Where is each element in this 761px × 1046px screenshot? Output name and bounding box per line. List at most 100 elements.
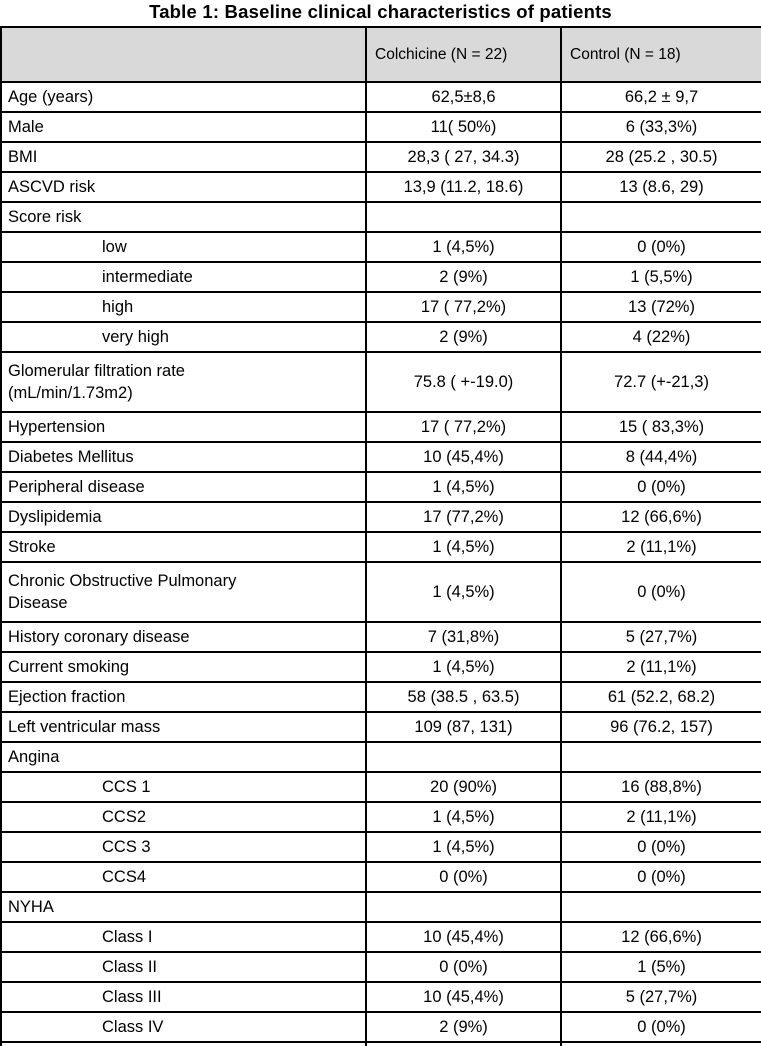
row-label: History coronary disease [0,621,367,653]
table-row: Class III 10 (45,4%) 5 (27,7%) [0,981,761,1013]
row-label: Diabetes Mellitus [0,441,367,473]
value-cell: 0 (0%) [560,861,761,893]
value-cell: 10 (45,4%) [365,981,562,1013]
table-row: Male 11( 50%) 6 (33,3%) [0,111,761,143]
row-label: Glomerular filtration rate (mL/min/1.73m… [0,351,367,413]
value-cell: 2 (9%) [365,321,562,353]
value-cell [560,741,761,773]
row-label-indented: CCS 1 [0,771,367,803]
value-cell: 61 (52.2, 68.2) [560,681,761,713]
value-cell: 1 (5,5%) [560,261,761,293]
value-cell: 17 (77,2%) [365,501,562,533]
table-row: high 17 ( 77,2%) 13 (72%) [0,291,761,323]
value-cell [365,741,562,773]
row-label: Left ventricular mass [0,711,367,743]
table-row: CCS4 0 (0%) 0 (0%) [0,861,761,893]
value-cell: 6 (33,3%) [560,111,761,143]
value-cell [560,891,761,923]
table-header-row: Colchicine (N = 22) Control (N = 18) [0,26,761,83]
value-cell: 0 (0%) [365,951,562,983]
value-cell: 1 (4,5%) [365,801,562,833]
row-label-indented: Class II [0,951,367,983]
table-row: Class IV 2 (9%) 0 (0%) [0,1011,761,1043]
value-cell: 2 (11,1%) [560,531,761,563]
table-row: Hypertension 17 ( 77,2%) 15 ( 83,3%) [0,411,761,443]
table-row: Glomerular filtration rate (mL/min/1.73m… [0,351,761,413]
row-label-indented: Class III [0,981,367,1013]
value-cell: 16 (88,8%) [560,771,761,803]
table-row: Ejection fraction 58 (38.5 , 63.5) 61 (5… [0,681,761,713]
row-label-indented: very high [0,321,367,353]
table-row: intermediate 2 (9%) 1 (5,5%) [0,261,761,293]
table-row: very high 2 (9%) 4 (22%) [0,321,761,353]
row-label-indented: CCS 3 [0,831,367,863]
table-row: Current smoking 1 (4,5%) 2 (11,1%) [0,651,761,683]
row-label: Age (years) [0,81,367,113]
value-cell: 5 (27,7%) [560,621,761,653]
value-cell: 17 ( 77,2%) [365,411,562,443]
baseline-characteristics-table: Colchicine (N = 22) Control (N = 18) Age… [0,26,761,1046]
value-cell: 5 (27,7%) [560,981,761,1013]
table-row: CCS 3 1 (4,5%) 0 (0%) [0,831,761,863]
row-label-indented: CCS2 [0,801,367,833]
table-row: Age (years) 62,5±8,6 66,2 ± 9,7 [0,81,761,113]
value-cell: 75.8 ( +-19.0) [365,351,562,413]
value-cell: 1 (4,5%) [365,531,562,563]
value-cell: 1 (5%) [560,951,761,983]
table-row: low 1 (4,5%) 0 (0%) [0,231,761,263]
row-label [0,1041,367,1046]
value-cell: 15 ( 83,3%) [560,411,761,443]
value-cell: 7 (31,8%) [365,621,562,653]
table-row: ASCVD risk 13,9 (11.2, 18.6) 13 (8.6, 29… [0,171,761,203]
table-row: Peripheral disease 1 (4,5%) 0 (0%) [0,471,761,503]
table-row: Diabetes Mellitus 10 (45,4%) 8 (44,4%) [0,441,761,473]
table-row-clipped [0,1041,761,1046]
row-label: Peripheral disease [0,471,367,503]
value-cell: 13,9 (11.2, 18.6) [365,171,562,203]
section-label: Score risk [0,201,367,233]
row-label-indented: high [0,291,367,323]
section-label: Angina [0,741,367,773]
table-row: Dyslipidemia 17 (77,2%) 12 (66,6%) [0,501,761,533]
value-cell: 28,3 ( 27, 34.3) [365,141,562,173]
value-cell [365,1041,562,1046]
value-cell: 4 (22%) [560,321,761,353]
value-cell: 0 (0%) [560,561,761,623]
value-cell: 2 (9%) [365,261,562,293]
header-colchicine: Colchicine (N = 22) [365,26,562,83]
value-cell: 1 (4,5%) [365,651,562,683]
row-label: Male [0,111,367,143]
value-cell: 1 (4,5%) [365,561,562,623]
row-label: Dyslipidemia [0,501,367,533]
table-row: CCS 1 20 (90%) 16 (88,8%) [0,771,761,803]
table-section-row: NYHA [0,891,761,923]
value-cell: 20 (90%) [365,771,562,803]
table-row: CCS2 1 (4,5%) 2 (11,1%) [0,801,761,833]
value-cell: 66,2 ± 9,7 [560,81,761,113]
value-cell: 109 (87, 131) [365,711,562,743]
row-label-indented: CCS4 [0,861,367,893]
value-cell: 0 (0%) [560,1011,761,1043]
row-label-indented: low [0,231,367,263]
header-empty-cell [0,26,367,83]
table-row: History coronary disease 7 (31,8%) 5 (27… [0,621,761,653]
table-row: BMI 28,3 ( 27, 34.3) 28 (25.2 , 30.5) [0,141,761,173]
value-cell: 1 (4,5%) [365,471,562,503]
row-label: Current smoking [0,651,367,683]
value-cell: 96 (76.2, 157) [560,711,761,743]
section-label: NYHA [0,891,367,923]
value-cell: 0 (0%) [560,831,761,863]
value-cell: 10 (45,4%) [365,441,562,473]
value-cell: 1 (4,5%) [365,831,562,863]
header-control: Control (N = 18) [560,26,761,83]
value-cell: 0 (0%) [560,231,761,263]
value-cell [365,201,562,233]
value-cell: 17 ( 77,2%) [365,291,562,323]
table-title: Table 1: Baseline clinical characteristi… [149,1,612,22]
value-cell: 12 (66,6%) [560,501,761,533]
value-cell: 0 (0%) [365,861,562,893]
value-cell: 62,5±8,6 [365,81,562,113]
value-cell: 2 (9%) [365,1011,562,1043]
value-cell: 8 (44,4%) [560,441,761,473]
row-label-indented: intermediate [0,261,367,293]
